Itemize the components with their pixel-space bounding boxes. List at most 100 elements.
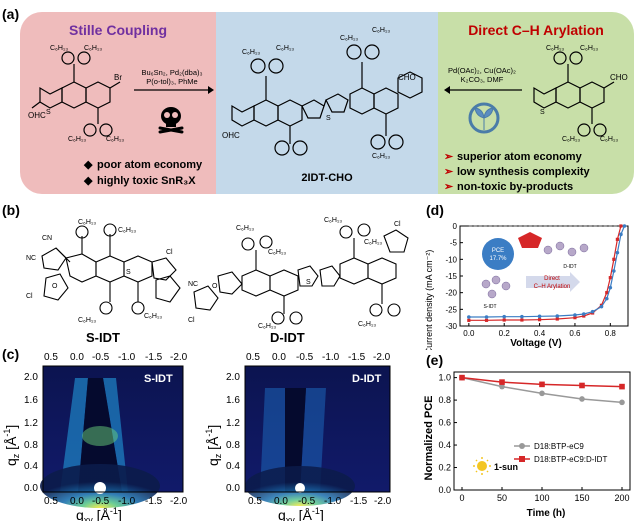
- stability-ytick-label: 0.2: [438, 463, 451, 473]
- svg-text:0.4: 0.4: [24, 461, 38, 472]
- stability-chart: Normalized PCE Time (h) 0 50 100 150 200 0.0 0…: [423, 371, 631, 519]
- svg-text:-2.0: -2.0: [170, 352, 188, 363]
- d-idt-r1: C₆H₁₃: [236, 225, 254, 232]
- panel-e-label: (e): [426, 352, 444, 368]
- jv-ytick-label: -10: [445, 255, 457, 264]
- jv-point: [604, 296, 609, 301]
- legend-series-2: D18:BTP-eC9:D-IDT: [534, 455, 607, 464]
- svg-text:0.5: 0.5: [248, 496, 262, 507]
- svg-text:-1.0: -1.0: [118, 496, 136, 507]
- giwaxs-label-s-idt: S-IDT: [144, 373, 173, 385]
- s-idt-label: S-IDT: [86, 330, 120, 345]
- product-r1: C₆H₁₃: [242, 49, 260, 56]
- jv-point: [484, 315, 489, 319]
- stability-ytick-label: 0.6: [438, 418, 451, 428]
- jv-xlabel: Voltage (V): [510, 338, 561, 349]
- stability-legend: D18:BTP-eC9 D18:BTP-eC9:D-IDT: [514, 442, 607, 464]
- svg-text:0.4: 0.4: [226, 461, 240, 472]
- stability-xtick-label: 50: [497, 493, 507, 503]
- jv-point: [573, 313, 577, 317]
- s-idt-cl2: Cl: [166, 249, 173, 256]
- svg-text:-1.5: -1.5: [145, 496, 163, 507]
- product-r2: C₆H₁₃: [276, 45, 294, 52]
- stille-drawback-1: ◆ poor atom economy: [84, 159, 203, 171]
- giwaxs-ylabel-right: qz [Å-1]: [204, 425, 223, 466]
- svg-text:-1.5: -1.5: [145, 352, 163, 363]
- jv-point: [605, 291, 609, 295]
- giwaxs-ylabel-left: qz [Å-1]: [2, 425, 21, 466]
- svg-text:0.0: 0.0: [274, 496, 288, 507]
- jv-point: [619, 232, 623, 237]
- jv-ytick-label: -30: [445, 322, 457, 331]
- jv-point: [615, 250, 620, 255]
- direct-reactant-structure: C₆H₁₃ C₆H₁₃ C₆H₁₃ C₆H₁₃ CHO S: [533, 45, 628, 142]
- jv-point: [608, 276, 612, 280]
- direct-conditions: Pd(OAc)₂, Cu(OAc)₂ K₂CO₃, DMF: [448, 66, 516, 84]
- s-idt-r4: C₆H₁₃: [144, 313, 162, 320]
- svg-text:-0.5: -0.5: [92, 352, 110, 363]
- jv-ytick-label: -5: [450, 239, 458, 248]
- inset-d-idt: D-IDT: [563, 264, 576, 270]
- jv-point: [555, 314, 560, 318]
- product-r4: C₆H₁₃: [372, 27, 390, 34]
- product-r3: C₆H₁₃: [340, 35, 358, 42]
- svg-text:0.0: 0.0: [226, 483, 240, 494]
- stability-ytick-label: 0.4: [438, 440, 451, 450]
- jv-xtick-label: 0.4: [534, 329, 546, 338]
- svg-text:0.0: 0.0: [272, 352, 286, 363]
- direct-r1: C₆H₁₃: [546, 45, 564, 52]
- svg-text:0.0: 0.0: [24, 483, 38, 494]
- jv-ylabel: Current density (mA cm⁻²): [424, 250, 434, 350]
- product-ohc: OHC: [222, 131, 240, 140]
- svg-text:0.5: 0.5: [246, 352, 260, 363]
- stability-ylabel: Normalized PCE: [423, 396, 435, 481]
- jv-inset: PCE 17.7% S-IDT D-IDT Direct C–H Arylati…: [481, 232, 589, 310]
- stability-xtick-label: 100: [534, 493, 549, 503]
- d-idt-structure: C₆H₁₃ C₆H₁₃ C₆H₁₃ C₆H₁₃ C₆H₁₃ C₆H₁₃ NC C…: [188, 217, 409, 330]
- giwaxs-figure: 0.5 0.0 -0.5 -1.0 -1.5 -2.0 0.5 0.0 -0.5…: [2, 352, 392, 521]
- stability-ytick-label: 0.8: [438, 395, 451, 405]
- jv-xtick-label: 0.6: [569, 329, 581, 338]
- jv-point: [615, 237, 619, 241]
- direct-advantage-2: ➢ low synthesis complexity: [444, 166, 590, 178]
- jv-xtick-label: 0.0: [463, 329, 475, 338]
- stille-title: Stille Coupling: [69, 22, 167, 38]
- stille-br: Br: [114, 73, 122, 82]
- jv-ytick-label: -15: [445, 272, 457, 281]
- panel-a-scheme: Stille Coupling C₆H₁₃ C₆H₁₃ C₆H₁₃ C₆H₁₃ …: [20, 12, 634, 194]
- svg-text:0.0: 0.0: [70, 352, 84, 363]
- stille-r1: C₆H₁₃: [50, 45, 68, 52]
- direct-title: Direct C–H Arylation: [468, 22, 604, 38]
- direct-advantage-1: ➢ superior atom economy: [444, 151, 582, 163]
- giwaxs-label-d-idt: D-IDT: [352, 373, 382, 385]
- jv-ytick-label: -25: [445, 305, 457, 314]
- stille-s: S: [46, 109, 51, 116]
- product-structure: C₆H₁₃ C₆H₁₃ C₆H₁₃ C₆H₁₃ CHO OHC C₆H₁₃ S: [222, 27, 423, 160]
- direct-arrow: [444, 86, 522, 94]
- jv-point: [622, 224, 627, 228]
- inset-s-idt: S-IDT: [483, 304, 496, 310]
- product-s: S: [326, 115, 331, 122]
- stability-ytick-label: 1.0: [438, 373, 451, 383]
- stability-series-line-1: [461, 376, 623, 404]
- svg-text:-2.0: -2.0: [170, 496, 188, 507]
- stability-point: [619, 399, 625, 406]
- svg-text:-2.0: -2.0: [373, 352, 391, 363]
- giwaxs-image-s-idt: [40, 366, 183, 508]
- direct-advantage-3: ➢ non-toxic by-products: [444, 181, 574, 193]
- jv-chart: Current density (mA cm⁻²) Voltage (V) 0.…: [424, 222, 629, 350]
- stille-r4: C₆H₁₃: [106, 136, 124, 142]
- jv-point: [520, 314, 524, 319]
- stille-arrow: [134, 86, 214, 94]
- inset-pce-value: 17.7%: [489, 256, 507, 262]
- jv-xtick-label: 0.8: [605, 329, 617, 338]
- d-idt-cl2: Cl: [188, 317, 195, 324]
- stille-section: Stille Coupling C₆H₁₃ C₆H₁₃ C₆H₁₃ C₆H₁₃ …: [20, 12, 216, 194]
- direct-section: Direct C–H Arylation Pd(OAc)₂, Cu(OAc)₂ …: [438, 12, 634, 194]
- giwaxs-ticks: 0.5 0.0 -0.5 -1.0 -1.5 -2.0 0.5 0.0 -0.5…: [24, 352, 392, 507]
- jv-point: [520, 318, 524, 322]
- d-idt-o: O: [212, 283, 218, 290]
- svg-text:-2.0: -2.0: [374, 496, 392, 507]
- jv-point: [537, 314, 542, 319]
- sun-label: 1-sun: [494, 462, 518, 472]
